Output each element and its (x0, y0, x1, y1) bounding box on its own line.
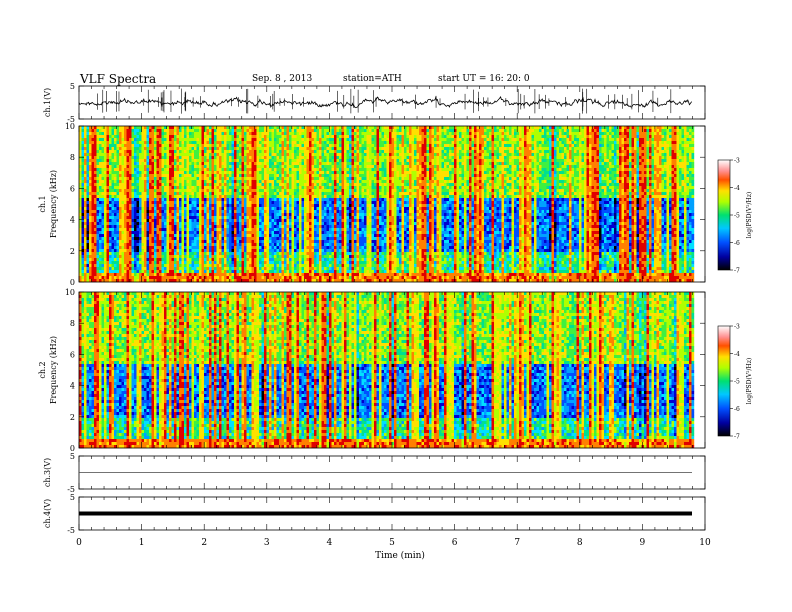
y-tick-label: 10 (65, 288, 75, 297)
date-label: Sep. 8 , 2013 (252, 74, 312, 84)
plot-layer: 5-5ch.1(V)5-5ch.3(V)5-5ch.4(V)0246810ch.… (38, 82, 753, 548)
x-tick-label: 3 (264, 538, 270, 548)
waveform-y-label: ch.3(V) (43, 458, 52, 487)
x-tick-label: 4 (327, 538, 333, 548)
y-tick-label: 2 (70, 413, 75, 422)
y-tick-label: 6 (70, 184, 75, 193)
x-tick-label: 5 (389, 538, 395, 548)
spectrogram-image (79, 126, 695, 283)
colorbar-tick-label: -5 (734, 213, 740, 220)
channel-label: ch.1 (38, 195, 47, 212)
panel-frame-3 (78, 455, 706, 490)
y-tick-label: 8 (70, 153, 75, 162)
waveform-y-label: ch.4(V) (43, 499, 52, 528)
colorbar-tick-label: -6 (734, 240, 740, 247)
x-axis-label: Time (min) (375, 550, 425, 561)
x-tick-label: 0 (76, 538, 82, 548)
colorbar-tick-label: -7 (734, 434, 740, 441)
colorbar-tick-label: -4 (734, 185, 740, 192)
start-time-label: start UT = 16: 20: 0 (438, 74, 530, 84)
y-tick-label: -5 (67, 115, 75, 124)
y-tick-label: 5 (70, 82, 75, 91)
y-tick-label: -5 (67, 526, 75, 535)
x-tick-label: 2 (201, 538, 207, 548)
colorbar-tick-label: -6 (734, 406, 740, 413)
x-tick-label: 1 (139, 538, 145, 548)
x-tick-label: 8 (577, 538, 583, 548)
x-tick-label: 10 (699, 538, 711, 548)
panel-frame-0 (78, 85, 706, 120)
y-tick-label: 6 (70, 350, 75, 359)
frequency-axis-label: Frequency (kHz) (49, 336, 58, 404)
y-tick-label: 8 (70, 319, 75, 328)
colorbar (717, 159, 731, 271)
colorbar-tick-label: -3 (734, 158, 740, 165)
figure-title: VLF Spectra (80, 72, 156, 86)
channel-label: ch.2 (38, 361, 47, 378)
spectrogram-image (79, 292, 695, 449)
y-tick-label: 4 (70, 382, 75, 391)
panel-frame-2 (78, 291, 706, 449)
colorbar-tick-label: -7 (734, 268, 740, 275)
colorbar-tick-label: -3 (734, 324, 740, 331)
y-tick-label: 2 (70, 247, 75, 256)
colorbar-label: log(PSD(V²/Hz) (746, 192, 753, 239)
y-tick-label: 5 (70, 493, 75, 502)
y-tick-label: 0 (70, 444, 75, 453)
frequency-axis-label: Frequency (kHz) (49, 170, 58, 238)
y-tick-label: -5 (67, 485, 75, 494)
y-tick-label: 5 (70, 452, 75, 461)
x-tick-label: 9 (640, 538, 646, 548)
y-tick-label: 10 (65, 122, 75, 131)
x-tick-label: 7 (514, 538, 520, 548)
colorbar-tick-label: -5 (734, 379, 740, 386)
colorbar (717, 325, 731, 437)
station-label: station=ATH (343, 74, 402, 84)
y-tick-label: 4 (70, 216, 75, 225)
colorbar-tick-label: -4 (734, 351, 740, 358)
waveform-y-label: ch.1(V) (43, 88, 52, 117)
x-tick-label: 6 (452, 538, 458, 548)
panel-frame-1 (78, 125, 706, 283)
ch1-trace (78, 95, 693, 109)
colorbar-label: log(PSD(V²/Hz) (746, 358, 753, 405)
y-tick-label: 0 (70, 278, 75, 287)
